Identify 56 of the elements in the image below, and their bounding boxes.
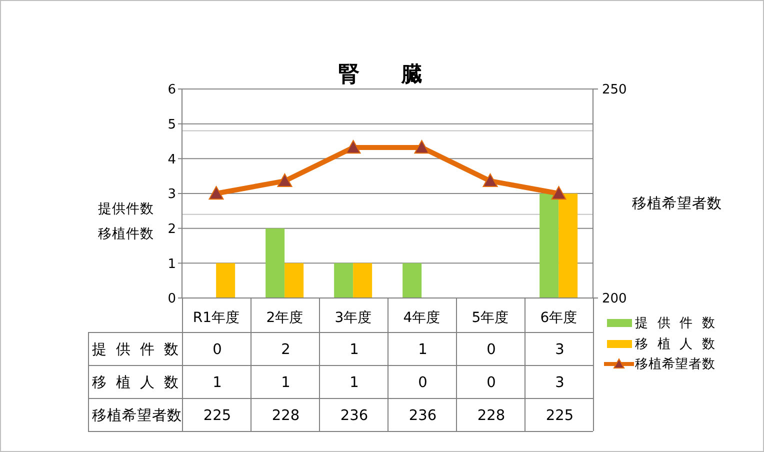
point [208,186,224,200]
data-label: 2 [280,340,292,360]
y2-tick-label: 250 [602,82,627,98]
point [346,140,361,154]
data-label: 228 [270,406,301,426]
data-label: 0 [486,374,497,392]
point [277,173,292,188]
data-label: 1 [417,340,428,360]
bar [266,228,285,298]
y-axis-title: 提供件数移植件数 [98,200,154,244]
bar [353,263,372,298]
y2-axis-title: 移植希望者数 [632,195,722,213]
bar [558,194,578,298]
chart-title: 腎 臓 [338,61,424,88]
text: 移植希望者数 [92,408,182,424]
legend-label: 提 供 件 数 [635,315,715,332]
y-tick-label: 2 [168,222,176,237]
data-label: 228 [476,406,506,426]
data-label: 225 [544,406,575,426]
data-label: 3 [554,374,566,392]
point [414,140,430,154]
data-label: 0 [417,374,428,392]
x-tick-label: 3年度 [334,310,372,326]
bar [216,263,236,298]
data-label: 1 [212,374,223,392]
y-tick-label: 0 [168,292,176,307]
legend-label: 移 植 人 数 [635,336,715,353]
data-label: 0 [212,340,223,360]
y-tick-label: 4 [168,152,176,168]
data-label: 1 [348,340,360,360]
x-tick-label: 5年度 [472,310,509,326]
point [551,186,566,200]
y-tick-label: 3 [168,187,176,202]
x-tick-label: 4年度 [403,310,440,326]
legend-label: 移植希望者数 [635,356,715,374]
data-label: 236 [339,406,370,426]
x-tick-label: R1年度 [192,310,240,326]
x-tick-label: 2年度 [266,310,304,326]
y-tick-label: 5 [168,117,176,132]
bar [334,263,354,298]
data-label: 3 [554,340,566,360]
data-label: 236 [408,406,438,426]
data-label: 1 [280,374,292,392]
y2-tick-label: 200 [602,292,627,307]
bar [540,194,559,298]
y-tick-label: 6 [168,82,176,98]
point [482,173,498,188]
text: 提 供 件 数 [92,342,179,358]
data-label: 0 [486,340,497,360]
data-label: 225 [202,406,232,426]
text: 移 植 人 数 [92,375,179,391]
y-tick-label: 1 [168,256,176,272]
bar [284,263,304,298]
data-label: 1 [348,374,360,392]
x-tick-label: 6年度 [540,310,578,326]
bar [402,263,422,298]
